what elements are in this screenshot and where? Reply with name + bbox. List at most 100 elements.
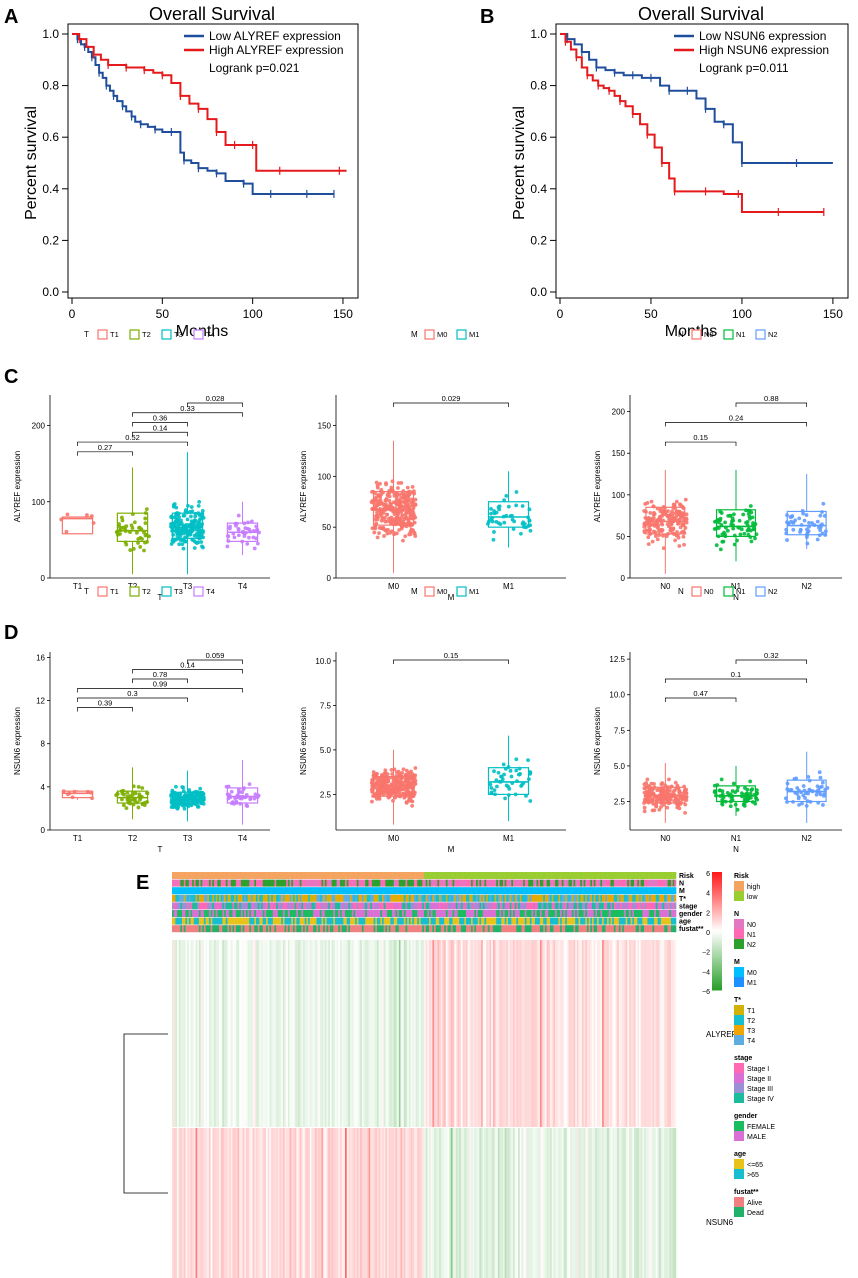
annotation-cell: [229, 917, 232, 925]
annotation-cell: [437, 917, 440, 925]
annotation-cell: [272, 917, 275, 925]
data-point: [651, 802, 656, 806]
annotation-cell: [188, 879, 191, 887]
data-point: [683, 810, 687, 815]
annotation-cell: [583, 910, 586, 917]
annotation-cell: [550, 925, 552, 933]
annotation-cell: [313, 902, 316, 910]
heatmap-cell: [586, 940, 589, 1127]
annotation-cell: [620, 872, 623, 879]
heatmap-cell: [598, 940, 601, 1127]
annotation-cell: [509, 917, 512, 925]
annotation-cell: [197, 894, 200, 902]
annotation-cell: [546, 910, 549, 917]
y-tick-label: 1.0: [42, 27, 59, 41]
heatmap-cell: [198, 1128, 201, 1278]
annotation-cell: [172, 894, 174, 902]
annotation-cell: [445, 879, 448, 887]
annotation-cell: [655, 894, 658, 902]
annotation-cell: [598, 887, 601, 895]
annotation-cell: [202, 887, 205, 895]
annotation-cell: [506, 917, 509, 925]
data-point: [199, 523, 203, 528]
annotation-cell: [477, 910, 480, 917]
annotation-cell: [576, 887, 579, 895]
annotation-cell: [568, 925, 571, 933]
data-point: [169, 522, 174, 526]
annotation-cell: [440, 902, 443, 910]
annotation-cell: [378, 917, 381, 925]
data-point: [742, 531, 747, 536]
data-point: [785, 513, 789, 518]
data-point: [675, 533, 680, 538]
annotation-cell: [539, 887, 542, 895]
annotation-cell: [328, 887, 331, 895]
annotation-cell: [269, 917, 272, 925]
comparison-pvalue: 0.14: [180, 660, 195, 669]
heatmap-cell: [225, 1128, 228, 1278]
data-point: [395, 531, 399, 536]
data-point: [185, 517, 190, 522]
annotation-cell: [440, 925, 443, 933]
data-point: [407, 772, 411, 777]
annotation-cell: [224, 910, 227, 917]
data-point: [411, 784, 416, 789]
annotation-cell: [568, 887, 571, 895]
heatmap-cell: [341, 940, 344, 1127]
annotation-cell: [546, 917, 549, 925]
data-point: [372, 783, 377, 788]
annotation-cell: [625, 887, 628, 895]
annotation-cell: [214, 910, 216, 917]
annotation-cell: [484, 887, 487, 895]
annotation-cell: [376, 894, 379, 902]
annotation-cell: [497, 910, 500, 917]
heatmap-cell: [281, 940, 284, 1127]
annotation-cell: [459, 872, 462, 879]
heatmap-cell: [336, 940, 339, 1127]
data-point: [183, 794, 188, 799]
heatmap-cell: [550, 940, 552, 1127]
annotation-cell: [598, 902, 601, 910]
annotation-cell: [613, 910, 616, 917]
data-point: [748, 779, 753, 784]
data-point: [394, 792, 398, 796]
annotation-cell: [210, 872, 213, 879]
annotation-cell: [212, 887, 215, 895]
data-point: [492, 769, 496, 774]
annotation-cell: [346, 887, 349, 895]
annotation-cell: [413, 917, 416, 925]
annotation-cell: [207, 910, 210, 917]
annotation-cell: [373, 925, 376, 933]
data-point: [401, 493, 406, 497]
annotation-cell: [518, 894, 521, 902]
annotation-cell: [595, 894, 598, 902]
annotation-cell: [405, 872, 408, 879]
annotation-cell: [660, 902, 663, 910]
annotation-cell: [607, 894, 610, 902]
data-point: [681, 506, 686, 511]
annotation-cell: [632, 887, 635, 895]
heatmap-cell: [555, 940, 558, 1127]
heatmap-cell: [538, 940, 541, 1127]
data-point: [242, 521, 247, 526]
annotation-cell: [674, 917, 677, 925]
data-point: [138, 797, 142, 802]
annotation-cell: [665, 925, 668, 933]
annotation-cell: [405, 879, 408, 887]
annotation-cell: [588, 879, 591, 887]
y-tick-label: 0.2: [530, 233, 547, 247]
annotation-cell: [593, 917, 596, 925]
data-point: [394, 780, 399, 785]
annotation-cell: [353, 902, 356, 910]
annotation-cell: [655, 925, 658, 933]
heatmap-cell: [224, 1128, 227, 1278]
annotation-cell: [544, 910, 547, 917]
annotation-cell: [222, 917, 225, 925]
annotation-cell: [565, 894, 568, 902]
annotation-cell: [551, 879, 554, 887]
annotation-cell: [313, 917, 316, 925]
annotation-cell: [195, 872, 198, 879]
annotation-cell: [398, 879, 401, 887]
annotation-cell: [447, 879, 450, 887]
annotation-cell: [471, 894, 474, 902]
